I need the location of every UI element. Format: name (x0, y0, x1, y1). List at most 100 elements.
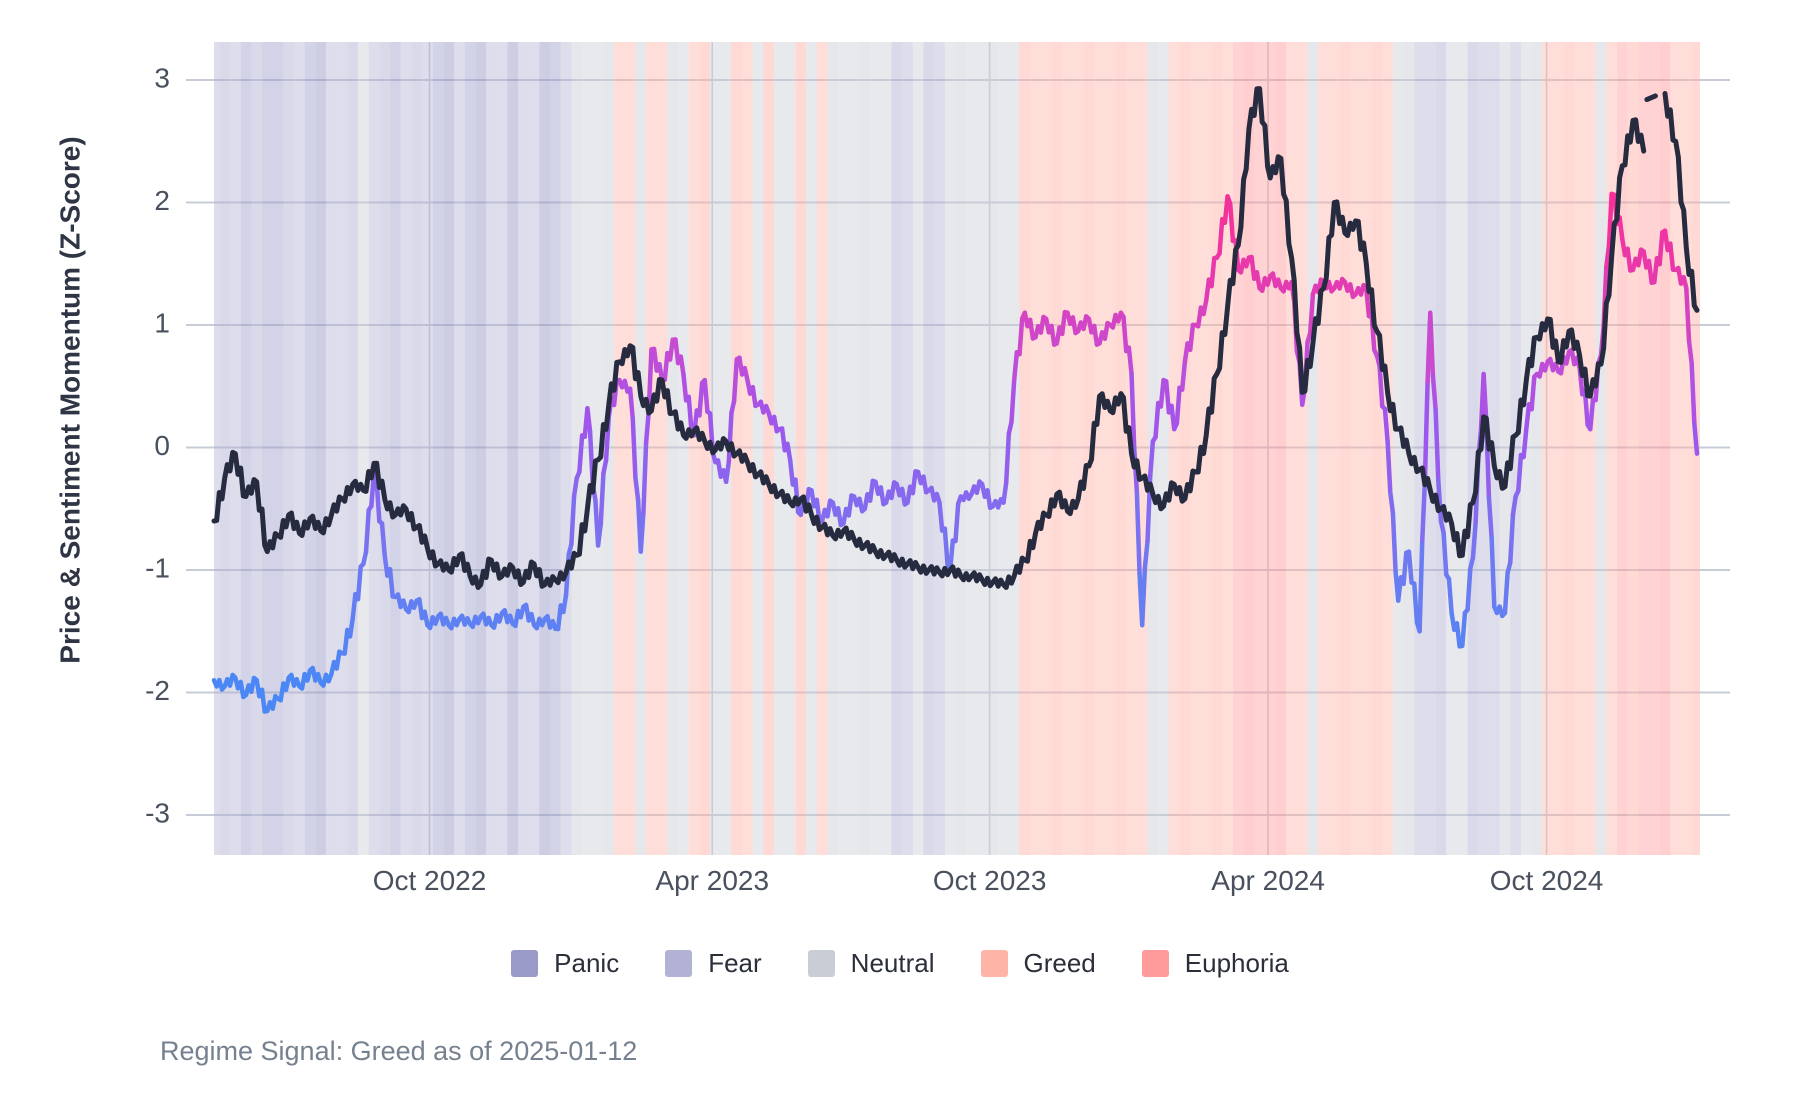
legend-item-euphoria[interactable]: Euphoria (1141, 948, 1289, 979)
legend-label: Panic (554, 948, 620, 978)
sentiment-line-segment (686, 394, 694, 434)
regime-band (923, 42, 935, 855)
sentiment-line-segment (627, 386, 636, 421)
sentiment-line-segment (1604, 243, 1612, 270)
sentiment-line-segment (1502, 570, 1510, 616)
sentiment-line-segment (1446, 576, 1454, 616)
greed-swatch-icon (980, 950, 1008, 977)
regime-band (1424, 42, 1436, 855)
regime-band (283, 42, 295, 855)
regime-band (1190, 42, 1201, 855)
legend-label: Greed (1023, 948, 1096, 978)
sentiment-line-segment (1510, 494, 1518, 517)
sentiment-line-segment (1147, 439, 1156, 479)
plot-area[interactable] (214, 42, 1700, 855)
regime-band (528, 42, 540, 855)
regime-band (848, 42, 860, 855)
sentiment-line-segment (1187, 322, 1196, 353)
regime-band (1030, 42, 1041, 855)
regime-band (411, 42, 423, 855)
regime-band (464, 42, 476, 855)
regime-band (1339, 42, 1351, 855)
regime-band (1392, 42, 1404, 855)
legend-item-neutral[interactable]: Neutral (807, 948, 935, 979)
sentiment-line-segment (1003, 431, 1012, 486)
sentiment-line-segment (577, 433, 585, 474)
sentiment-line-segment (1201, 298, 1209, 317)
sentiment-line-segment (638, 509, 646, 554)
y-tick-label: -2 (145, 675, 170, 706)
sentiment-line-segment (1070, 315, 1078, 336)
legend-item-greed[interactable]: Greed (980, 948, 1096, 979)
sentiment-line-segment (1436, 477, 1444, 524)
x-tick-label: Apr 2024 (1211, 865, 1325, 896)
regime-band (827, 42, 839, 855)
sentiment-line-segment (422, 609, 430, 628)
sentiment-line-segment (1179, 359, 1188, 392)
regime-band (656, 42, 668, 855)
sentiment-line-segment (678, 354, 686, 377)
regime-band (1168, 42, 1180, 855)
sentiment-line-segment (1406, 549, 1414, 585)
sentiment-line-segment (1433, 406, 1441, 483)
sentiment-line-segment (1441, 530, 1449, 577)
x-tick-label: Oct 2023 (933, 865, 1047, 896)
y-axis-title: Price & Sentiment Momentum (Z-Score) (54, 136, 85, 663)
regime-band (816, 42, 828, 855)
sentiment-line-segment (1388, 489, 1396, 516)
sentiment-line-segment (1686, 338, 1694, 366)
sentiment-line-segment (641, 440, 649, 515)
sentiment-line-segment (1227, 201, 1236, 244)
y-tick-label: 1 (154, 307, 170, 338)
sentiment-line-segment (238, 679, 246, 700)
sentiment-line-segment (1486, 495, 1494, 540)
regime-band (1136, 42, 1148, 855)
regime-band (1606, 42, 1617, 855)
sentiment-line-segment (1163, 379, 1172, 415)
sentiment-line-segment (363, 507, 371, 555)
y-tick-label: -1 (145, 552, 170, 583)
regime-band (1446, 42, 1457, 855)
regime-band (1456, 42, 1468, 855)
sentiment-line-segment (1139, 565, 1148, 628)
legend-item-panic[interactable]: Panic (511, 948, 619, 979)
regime-band (1574, 42, 1585, 855)
sentiment-line-segment (379, 521, 387, 558)
regime-band (880, 42, 892, 855)
regime-band (1414, 42, 1425, 855)
sentiment-line-segment (1134, 489, 1142, 576)
sentiment-line-segment (1588, 397, 1596, 432)
regime-band (475, 42, 487, 855)
regime-band (1435, 42, 1447, 855)
y-tick-label: 3 (154, 62, 170, 93)
sentiment-line-segment (1428, 310, 1436, 379)
sentiment-line-segment (1382, 406, 1390, 444)
sentiment-line-segment (723, 459, 732, 485)
regime-band (1019, 42, 1031, 855)
legend-item-fear[interactable]: Fear (665, 948, 762, 979)
regime-band (1328, 42, 1340, 855)
regime-band (1040, 42, 1052, 855)
regime-band (1062, 42, 1073, 855)
sentiment-line-segment (1377, 363, 1385, 409)
regime-band (688, 42, 700, 855)
sentiment-line-segment (1489, 535, 1497, 609)
regime-band (539, 42, 551, 855)
regime-band (518, 42, 529, 855)
regime-band (214, 42, 220, 855)
regime-band (379, 42, 391, 855)
regime-band (304, 42, 316, 855)
regime-band (859, 42, 871, 855)
sentiment-line-segment (1027, 317, 1036, 341)
sentiment-line-segment (1174, 385, 1182, 426)
regime-band (1499, 42, 1511, 855)
regime-band (795, 42, 807, 855)
sentiment-line-segment (1412, 581, 1420, 625)
sentiment-line-segment (985, 488, 993, 511)
sentiment-line-segment (867, 478, 876, 503)
sentiment-line-segment (1465, 566, 1473, 612)
regime-band (934, 42, 945, 855)
sentiment-line-segment (1470, 520, 1478, 560)
regime-band (219, 42, 231, 855)
sentiment-line-segment (947, 538, 956, 573)
